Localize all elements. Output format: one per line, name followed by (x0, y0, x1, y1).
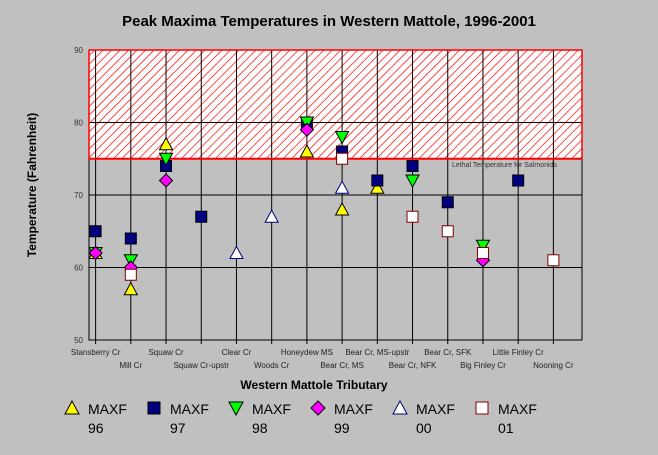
data-point (123, 281, 139, 296)
legend-marker (392, 399, 408, 415)
data-point (158, 152, 174, 167)
plot-area: 50 60 70 80 90 Stansberry Cr Mill Cr Squaw Cr Sq… (71, 46, 583, 370)
x-tick-label: Squaw Cr (148, 348, 183, 357)
x-tick-label: Bear Cr, MS (320, 361, 364, 370)
y-tick-label: 60 (74, 264, 83, 273)
data-point (547, 254, 560, 267)
data-point (334, 131, 350, 145)
legend-marker (310, 400, 326, 416)
x-tick-label: Bear Cr, NFK (389, 361, 437, 370)
threshold-label: Lethal Temperature for Salmonids (452, 162, 557, 169)
y-tick-label: 80 (74, 119, 83, 128)
y-tick-label: 70 (74, 191, 83, 200)
data-point (441, 225, 454, 238)
data-point (264, 209, 280, 223)
x-tick-label: Stansberry Cr (71, 348, 121, 357)
data-point (369, 180, 385, 194)
data-point (124, 268, 137, 281)
x-tick-label: Woods Cr (254, 361, 290, 370)
legend-label-year: 98 (252, 420, 268, 436)
legend-label: MAXF (334, 401, 373, 417)
data-point (89, 225, 102, 238)
x-tick-label: Nooning Cr (533, 361, 574, 370)
legend-marker (147, 401, 161, 415)
data-point (405, 174, 420, 189)
legend-label: MAXF (252, 401, 291, 417)
lethal-zone-hatch (89, 50, 582, 159)
legend-marker (64, 399, 80, 415)
legend-label: MAXF (498, 401, 537, 417)
x-tick-label: Big Finley Cr (460, 361, 506, 370)
legend-label-year: 01 (498, 420, 514, 436)
x-tick-label: Honeydew MS (281, 348, 333, 357)
data-point (336, 152, 349, 165)
y-tick-label: 90 (74, 46, 83, 55)
data-point (124, 232, 137, 245)
data-point (158, 173, 174, 188)
data-point (195, 210, 208, 223)
data-point (158, 136, 174, 151)
y-axis-title: Temperature (Fahrenheit) (25, 113, 39, 257)
x-tick-label: Little Finley Cr (493, 348, 544, 357)
data-point (512, 174, 525, 187)
data-point (88, 245, 103, 261)
legend-label-year: 00 (416, 420, 432, 436)
data-point (299, 122, 315, 137)
data-point (334, 180, 350, 194)
data-point (475, 239, 491, 254)
x-tick-label: Bear Cr, MS-upstr (345, 348, 409, 357)
data-point (371, 174, 384, 187)
legend-marker (228, 401, 244, 417)
x-axis-title: Western Mattole Tributary (240, 378, 387, 392)
legend: MAXF 96 MAXF 97 MAXF 98 MAXF 99 MAXF 00 MAXF 01 (64, 399, 537, 436)
data-point (406, 160, 419, 172)
legend-label-year: 99 (334, 420, 350, 436)
legend-label-year: 96 (88, 420, 104, 436)
legend-label: MAXF (88, 401, 127, 417)
x-tick-label: Squaw Cr-upstr (173, 361, 229, 370)
data-point (334, 201, 350, 216)
x-tick-label: Bear Cr, SFK (424, 348, 472, 357)
data-point (476, 247, 489, 259)
x-tick-label: Clear Cr (222, 348, 252, 357)
legend-label: MAXF (416, 401, 455, 417)
data-point (229, 245, 244, 259)
legend-label-year: 97 (170, 420, 186, 436)
data-point (441, 196, 454, 209)
legend-marker (475, 401, 489, 415)
legend-label: MAXF (170, 401, 209, 417)
x-tick-label: Mill Cr (119, 361, 142, 370)
y-tick-label: 50 (74, 336, 83, 345)
data-point (406, 210, 419, 223)
data-point (299, 143, 315, 158)
chart-title: Peak Maxima Temperatures in Western Matt… (122, 13, 536, 30)
